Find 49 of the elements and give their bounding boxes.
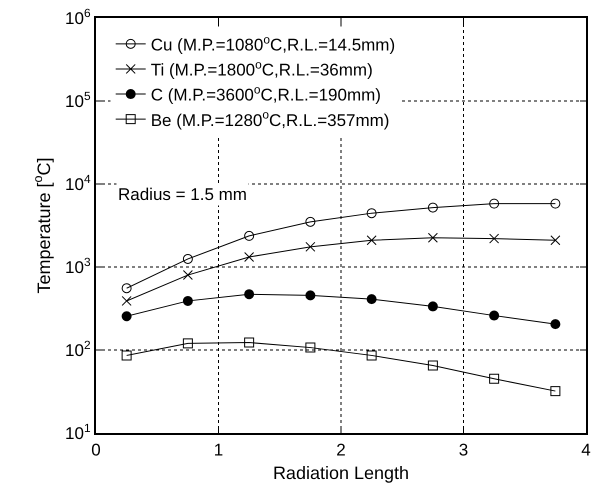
y-tick-label: 10$^{4}$ <box>65 172 91 194</box>
point <box>182 338 193 348</box>
point <box>489 234 500 244</box>
point <box>550 235 560 246</box>
point <box>244 289 254 300</box>
point <box>122 296 132 306</box>
annotation: Radius = 1.5 mm <box>118 185 247 204</box>
y-tick-label: 10$^{6}$ <box>65 6 91 28</box>
legend-label: Cu (M.P.=1080$^{o}$C,R.L.=14.5mm) <box>150 32 396 54</box>
x-axis-title: Radiation Length <box>272 463 410 483</box>
point <box>122 350 132 360</box>
point <box>366 208 377 218</box>
x-tick-label: 2 <box>336 440 346 460</box>
legend-label: Be (M.P.=1280$^{o}$C,R.L.=357mm) <box>150 108 390 130</box>
legend-label: C (M.P.=3600$^{o}$C,R.L.=190mm) <box>150 82 381 105</box>
x-tick-label: 3 <box>458 440 468 460</box>
point <box>428 232 438 243</box>
point <box>305 290 316 300</box>
point <box>428 360 438 371</box>
point <box>305 242 316 252</box>
point <box>244 230 254 241</box>
point <box>366 294 377 304</box>
point <box>428 301 438 312</box>
legend-label: Ti (M.P.=1800$^{o}$C,R.L.=36mm) <box>150 57 373 80</box>
point <box>182 296 193 306</box>
y-tick-label: 10$^{5}$ <box>65 88 91 111</box>
point <box>550 386 560 396</box>
point <box>550 319 560 330</box>
point <box>489 310 500 321</box>
point <box>305 342 316 353</box>
point <box>182 254 193 264</box>
point <box>366 235 377 246</box>
point <box>305 216 316 227</box>
point <box>122 311 132 322</box>
x-tick-label: 4 <box>581 440 591 460</box>
point <box>489 374 500 384</box>
y-tick-label: 10$^{3}$ <box>65 254 91 277</box>
point <box>182 270 193 280</box>
point <box>489 198 500 209</box>
x-tick-label: 0 <box>91 440 101 460</box>
y-tick-label: 10$^{1}$ <box>65 420 91 443</box>
point <box>550 198 560 209</box>
point <box>244 252 254 262</box>
y-tick-label: 10$^{2}$ <box>65 338 91 360</box>
point <box>122 283 132 294</box>
point <box>428 202 438 213</box>
point <box>244 338 254 348</box>
x-tick-label: 1 <box>214 440 224 460</box>
point <box>366 350 377 360</box>
